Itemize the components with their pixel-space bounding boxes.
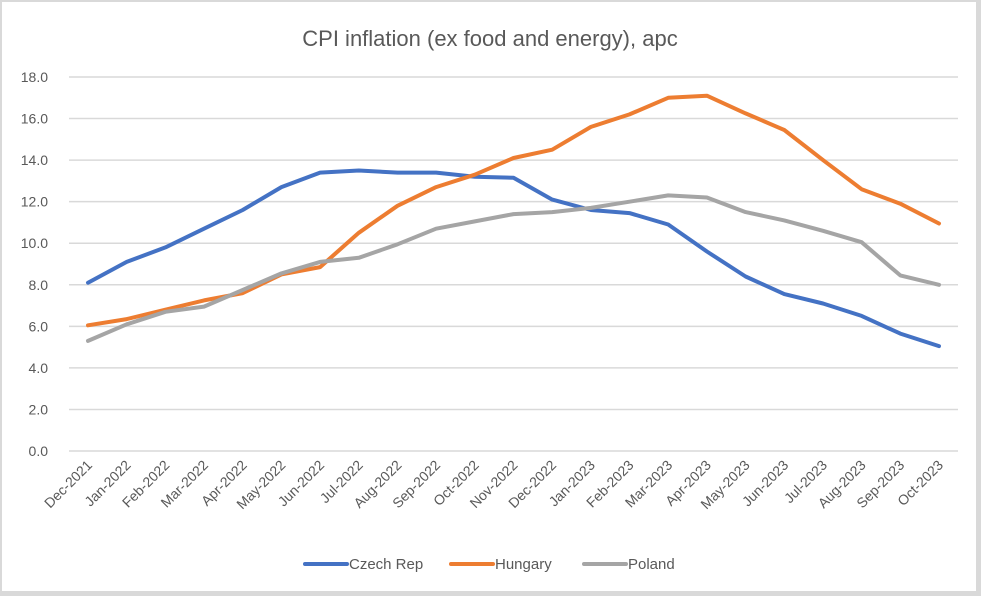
y-axis-ticks: 0.0 2.0 4.0 6.0 8.0 10.0 12.0 14.0 16.0 18.0 [21, 69, 48, 459]
series-line-poland [86, 193, 941, 343]
y-tick-label: 10.0 [21, 235, 48, 251]
y-tick-label: 6.0 [29, 318, 49, 334]
legend-label: Czech Rep [349, 556, 423, 573]
y-tick-label: 16.0 [21, 111, 48, 127]
series-line-hungary [86, 93, 941, 328]
series-lines [86, 93, 941, 349]
legend-item-czech-rep[interactable]: Czech Rep [303, 556, 423, 573]
gridlines [69, 76, 958, 452]
y-tick-label: 14.0 [21, 152, 48, 168]
y-tick-label: 12.0 [21, 194, 48, 210]
chart-title: CPI inflation (ex food and energy), apc [302, 26, 677, 51]
y-tick-label: 0.0 [29, 443, 49, 459]
series-line-czech-rep [86, 168, 941, 349]
y-tick-label: 2.0 [29, 401, 49, 417]
legend-item-poland[interactable]: Poland [582, 556, 675, 573]
y-tick-label: 4.0 [29, 360, 49, 376]
y-tick-label: 8.0 [29, 277, 49, 293]
legend-label: Hungary [495, 556, 552, 573]
x-axis-ticks: Dec-2021Jan-2022Feb-2022Mar-2022Apr-2022… [41, 457, 946, 512]
legend-item-hungary[interactable]: Hungary [449, 556, 552, 573]
y-tick-label: 18.0 [21, 69, 48, 85]
legend-label: Poland [628, 556, 675, 573]
legend: Czech Rep Hungary Poland [303, 556, 675, 573]
